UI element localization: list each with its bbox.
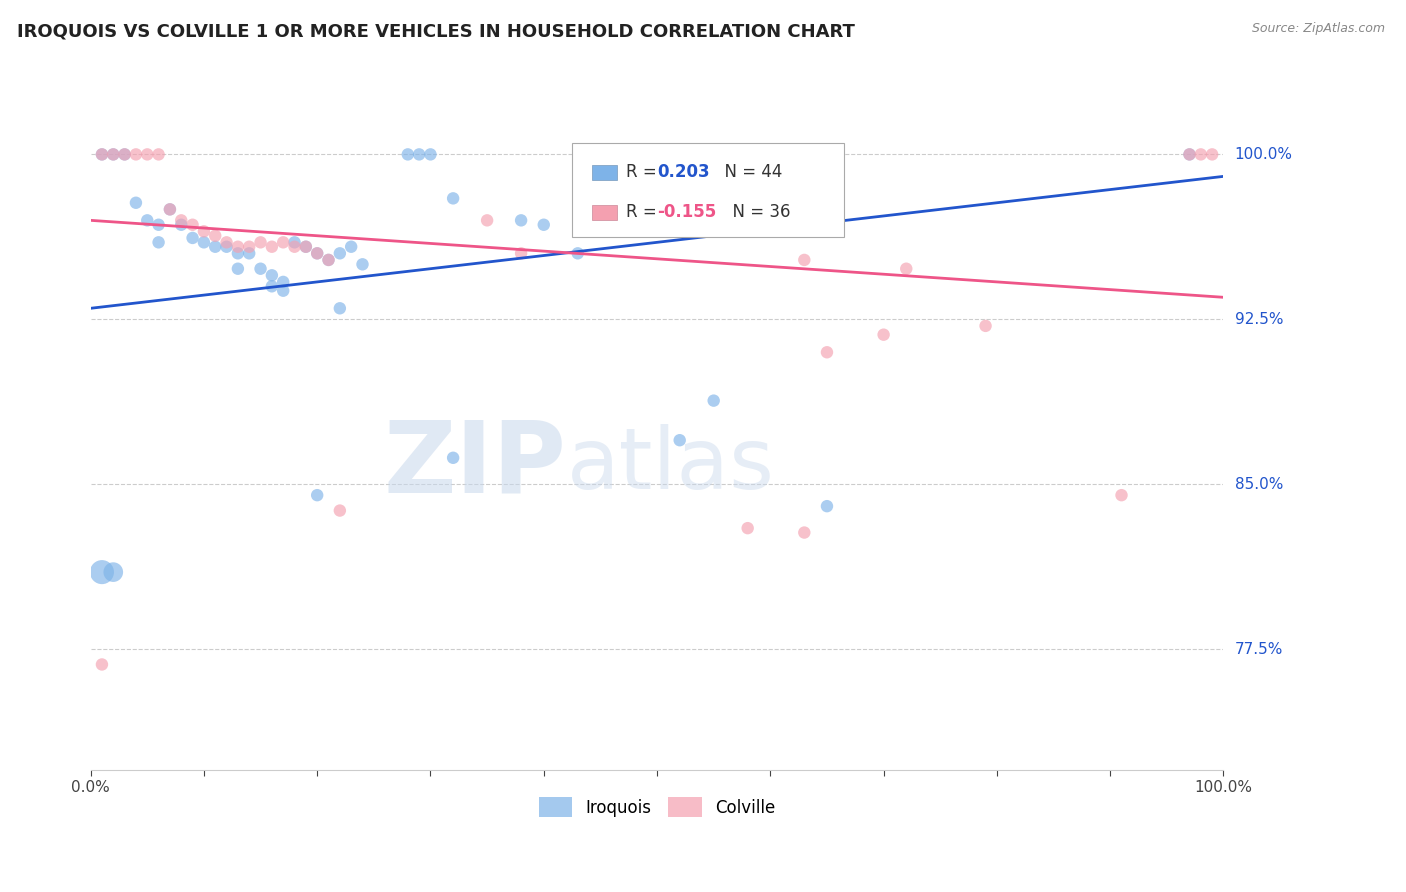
Point bbox=[103, 565, 125, 579]
Point bbox=[260, 279, 283, 293]
Point bbox=[159, 202, 181, 217]
Point bbox=[148, 147, 170, 161]
Point bbox=[193, 235, 215, 250]
Point bbox=[91, 147, 114, 161]
Point bbox=[441, 191, 464, 205]
Point bbox=[136, 147, 159, 161]
Point bbox=[271, 275, 294, 289]
Point bbox=[114, 147, 136, 161]
Point bbox=[238, 246, 260, 260]
Point bbox=[204, 228, 226, 243]
Point bbox=[215, 235, 238, 250]
Text: R =: R = bbox=[627, 203, 662, 221]
Point bbox=[226, 240, 249, 254]
Point bbox=[283, 240, 305, 254]
Point bbox=[340, 240, 363, 254]
Text: 85.0%: 85.0% bbox=[1234, 476, 1282, 491]
Legend: Iroquois, Colville: Iroquois, Colville bbox=[533, 790, 782, 824]
Point bbox=[271, 235, 294, 250]
Point bbox=[148, 218, 170, 232]
Text: -0.155: -0.155 bbox=[657, 203, 716, 221]
Point bbox=[793, 525, 815, 540]
Point bbox=[204, 240, 226, 254]
FancyBboxPatch shape bbox=[572, 144, 844, 236]
Point bbox=[125, 147, 148, 161]
Point bbox=[193, 224, 215, 238]
Point bbox=[737, 521, 759, 535]
Point bbox=[668, 434, 690, 448]
Point bbox=[125, 195, 148, 210]
Point bbox=[260, 240, 283, 254]
Point bbox=[307, 246, 329, 260]
Text: N = 36: N = 36 bbox=[721, 203, 790, 221]
Point bbox=[170, 213, 193, 227]
Point bbox=[215, 240, 238, 254]
Point bbox=[510, 213, 533, 227]
Point bbox=[419, 147, 441, 161]
Point bbox=[396, 147, 419, 161]
Text: Source: ZipAtlas.com: Source: ZipAtlas.com bbox=[1251, 22, 1385, 36]
Point bbox=[1201, 147, 1223, 161]
Point bbox=[329, 246, 352, 260]
FancyBboxPatch shape bbox=[592, 165, 617, 180]
Point bbox=[148, 235, 170, 250]
Point bbox=[1111, 488, 1133, 502]
Text: 92.5%: 92.5% bbox=[1234, 312, 1284, 326]
Point bbox=[408, 147, 430, 161]
Point bbox=[352, 257, 374, 271]
Point bbox=[91, 657, 114, 672]
Point bbox=[295, 240, 318, 254]
Point bbox=[91, 147, 114, 161]
Point bbox=[136, 213, 159, 227]
Point bbox=[510, 246, 533, 260]
Text: IROQUOIS VS COLVILLE 1 OR MORE VEHICLES IN HOUSEHOLD CORRELATION CHART: IROQUOIS VS COLVILLE 1 OR MORE VEHICLES … bbox=[17, 22, 855, 40]
Point bbox=[318, 252, 340, 267]
Text: 77.5%: 77.5% bbox=[1234, 641, 1282, 657]
Point bbox=[103, 147, 125, 161]
Text: R =: R = bbox=[627, 163, 662, 181]
Point bbox=[974, 318, 997, 333]
Point bbox=[896, 261, 918, 276]
Point bbox=[249, 235, 271, 250]
Point bbox=[872, 327, 894, 342]
Text: 100.0%: 100.0% bbox=[1234, 147, 1292, 161]
Point bbox=[181, 218, 204, 232]
Point bbox=[283, 235, 305, 250]
Text: ZIP: ZIP bbox=[384, 417, 567, 514]
Point bbox=[567, 246, 589, 260]
Point bbox=[226, 246, 249, 260]
FancyBboxPatch shape bbox=[592, 204, 617, 220]
Point bbox=[249, 261, 271, 276]
Point bbox=[181, 231, 204, 245]
Point bbox=[226, 261, 249, 276]
Point bbox=[475, 213, 498, 227]
Point bbox=[1189, 147, 1212, 161]
Point bbox=[91, 565, 114, 579]
Text: atlas: atlas bbox=[567, 424, 775, 507]
Point bbox=[307, 246, 329, 260]
Point bbox=[307, 488, 329, 502]
Point bbox=[295, 240, 318, 254]
Point bbox=[114, 147, 136, 161]
Point bbox=[170, 218, 193, 232]
Point bbox=[329, 301, 352, 316]
Point bbox=[703, 393, 725, 408]
Point bbox=[318, 252, 340, 267]
Point bbox=[329, 503, 352, 517]
Point bbox=[238, 240, 260, 254]
Point bbox=[159, 202, 181, 217]
Point bbox=[103, 147, 125, 161]
Text: N = 44: N = 44 bbox=[714, 163, 782, 181]
Point bbox=[1178, 147, 1201, 161]
Point bbox=[533, 218, 555, 232]
Point bbox=[1178, 147, 1201, 161]
Text: 0.203: 0.203 bbox=[657, 163, 710, 181]
Point bbox=[815, 499, 838, 513]
Point bbox=[271, 284, 294, 298]
Point bbox=[793, 252, 815, 267]
Point bbox=[815, 345, 838, 359]
Point bbox=[260, 268, 283, 283]
Point bbox=[441, 450, 464, 465]
